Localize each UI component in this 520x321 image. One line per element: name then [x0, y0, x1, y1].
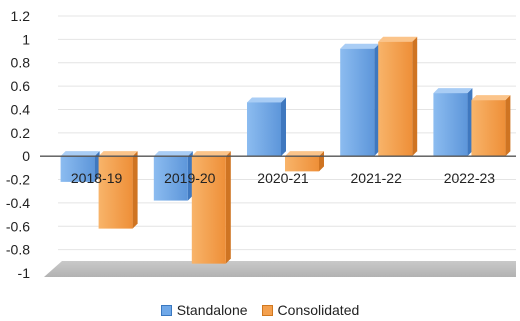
- bar-consolidated-2021-22: [378, 41, 413, 157]
- y-tick-label: 0.8: [11, 55, 31, 71]
- y-tick-label: -0.4: [6, 195, 30, 211]
- y-tick-label: -0.6: [6, 218, 30, 234]
- bar-standalone-2019-20-top: [153, 151, 193, 157]
- bar-consolidated-2019-20-top: [191, 151, 231, 157]
- y-tick-label: 0: [22, 148, 30, 164]
- bar-standalone-2019-20-side: [187, 151, 193, 201]
- y-tick-label: 1: [22, 31, 30, 47]
- bar-consolidated-2020-21: [285, 156, 319, 172]
- bar-standalone-2021-22-top: [340, 43, 380, 49]
- bar-consolidated-2022-23-top: [471, 95, 511, 101]
- y-tick-label: 0.6: [11, 78, 31, 94]
- bar-standalone-2020-21-top: [247, 97, 286, 103]
- legend-swatch-consolidated: [261, 304, 273, 316]
- chart-floor: [44, 261, 516, 277]
- x-tick-label-2018-19: 2018-19: [71, 170, 123, 186]
- bar-consolidated-2018-19-side: [132, 151, 138, 229]
- bar-standalone-2019-20: [153, 156, 188, 201]
- chart-plot-area: 1.2 1 0.8 0.6 0.4 0.2 0 -0.2 -0.4 -0.6 -0.8 -1 2018-…: [6, 8, 516, 281]
- bar-standalone-2018-19: [60, 156, 95, 182]
- x-tick-label-2019-20: 2019-20: [164, 170, 216, 186]
- legend-item-consolidated: Consolidated: [261, 302, 360, 318]
- y-tick-label: -1: [18, 265, 31, 281]
- legend-label-consolidated: Consolidated: [277, 302, 360, 318]
- bar-consolidated-2018-19: [98, 156, 133, 229]
- bar-standalone-2020-21: [247, 102, 281, 157]
- bar-standalone-2020-21-side: [281, 97, 286, 157]
- legend-swatch-standalone: [160, 304, 172, 316]
- bar-consolidated-2019-20: [191, 156, 226, 264]
- bar-standalone-2018-19-top: [60, 151, 100, 157]
- legend-label-standalone: Standalone: [176, 302, 248, 318]
- chart-legend: Standalone Consolidated: [0, 302, 520, 318]
- bar-standalone-2018-19-side: [94, 151, 100, 182]
- bar-consolidated-2021-22-side: [412, 36, 418, 157]
- bar-consolidated-2022-23: [471, 100, 506, 157]
- bar-consolidated-2019-20-side: [225, 151, 231, 264]
- y-tick-label: 0.4: [11, 101, 31, 117]
- y-tick-label: 1.2: [11, 8, 31, 24]
- y-tick-label: 0.2: [11, 125, 31, 141]
- x-tick-label-2020-21: 2020-21: [257, 170, 309, 186]
- x-tick-label-2021-22: 2021-22: [351, 170, 403, 186]
- bar-consolidated-2020-21-top: [285, 151, 324, 157]
- bar-consolidated-2018-19-top: [98, 151, 138, 157]
- x-tick-label-2022-23: 2022-23: [444, 170, 496, 186]
- bar-standalone-2021-22: [340, 48, 375, 157]
- bar-standalone-2022-23-top: [433, 88, 473, 94]
- bar-consolidated-2022-23-side: [505, 95, 511, 157]
- bar-standalone-2022-23: [433, 93, 468, 157]
- legend-item-standalone: Standalone: [160, 302, 248, 318]
- bar-standalone-2021-22-side: [374, 43, 380, 157]
- y-tick-label: -0.2: [6, 172, 30, 188]
- bar-standalone-2022-23-side: [467, 88, 473, 157]
- bar-consolidated-2021-22-top: [378, 36, 418, 42]
- y-tick-label: -0.8: [6, 242, 30, 258]
